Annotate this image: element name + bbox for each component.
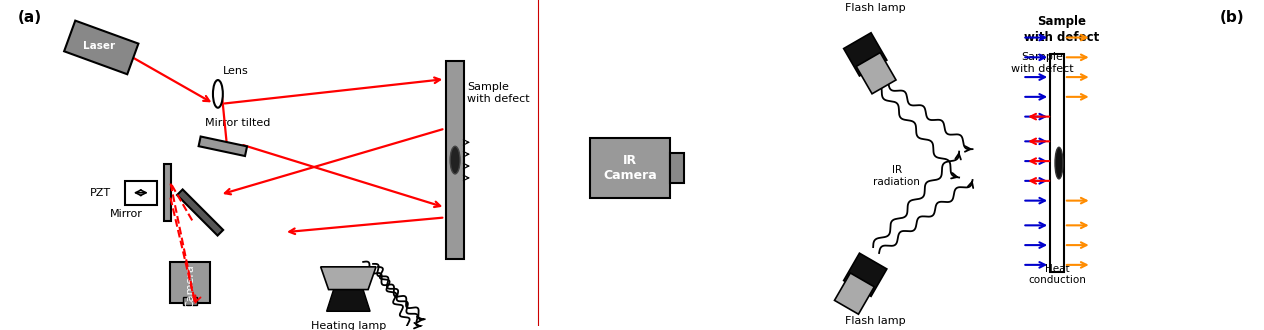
Text: Lens: Lens: [222, 66, 249, 76]
Polygon shape: [856, 52, 896, 94]
Polygon shape: [326, 287, 370, 311]
Bar: [171, 262, 210, 303]
Text: Sample
with defect: Sample with defect: [1011, 52, 1073, 74]
Text: Heating lamp: Heating lamp: [311, 321, 386, 330]
Bar: [125, 181, 157, 205]
Text: Laser: Laser: [83, 42, 115, 51]
Text: IR
Camera: IR Camera: [603, 154, 657, 182]
Text: Camera: Camera: [186, 264, 195, 308]
Text: Sample
with defect: Sample with defect: [466, 82, 530, 104]
Text: Mirror: Mirror: [110, 210, 143, 219]
Text: (b): (b): [1220, 10, 1245, 25]
Polygon shape: [843, 33, 887, 76]
Bar: [590, 138, 670, 198]
Bar: [670, 153, 684, 183]
Polygon shape: [177, 189, 224, 236]
Text: Heat
conduction: Heat conduction: [1028, 264, 1086, 285]
Ellipse shape: [1055, 147, 1063, 179]
Bar: [1050, 54, 1064, 272]
Ellipse shape: [212, 80, 222, 108]
Text: Flash lamp: Flash lamp: [844, 316, 905, 326]
Bar: [446, 61, 464, 259]
Polygon shape: [164, 164, 171, 221]
Ellipse shape: [450, 146, 460, 174]
Text: Mirror tilted: Mirror tilted: [205, 118, 270, 128]
Polygon shape: [198, 137, 246, 156]
Text: IR
radiation: IR radiation: [873, 165, 920, 187]
Text: PZT: PZT: [90, 188, 111, 198]
Polygon shape: [843, 253, 887, 296]
Polygon shape: [834, 273, 875, 314]
Text: Flash lamp: Flash lamp: [844, 3, 905, 13]
Text: Sample
with defect: Sample with defect: [1024, 16, 1100, 45]
Polygon shape: [64, 20, 139, 74]
Bar: [183, 297, 197, 305]
Polygon shape: [321, 267, 375, 290]
Text: (a): (a): [18, 10, 42, 25]
